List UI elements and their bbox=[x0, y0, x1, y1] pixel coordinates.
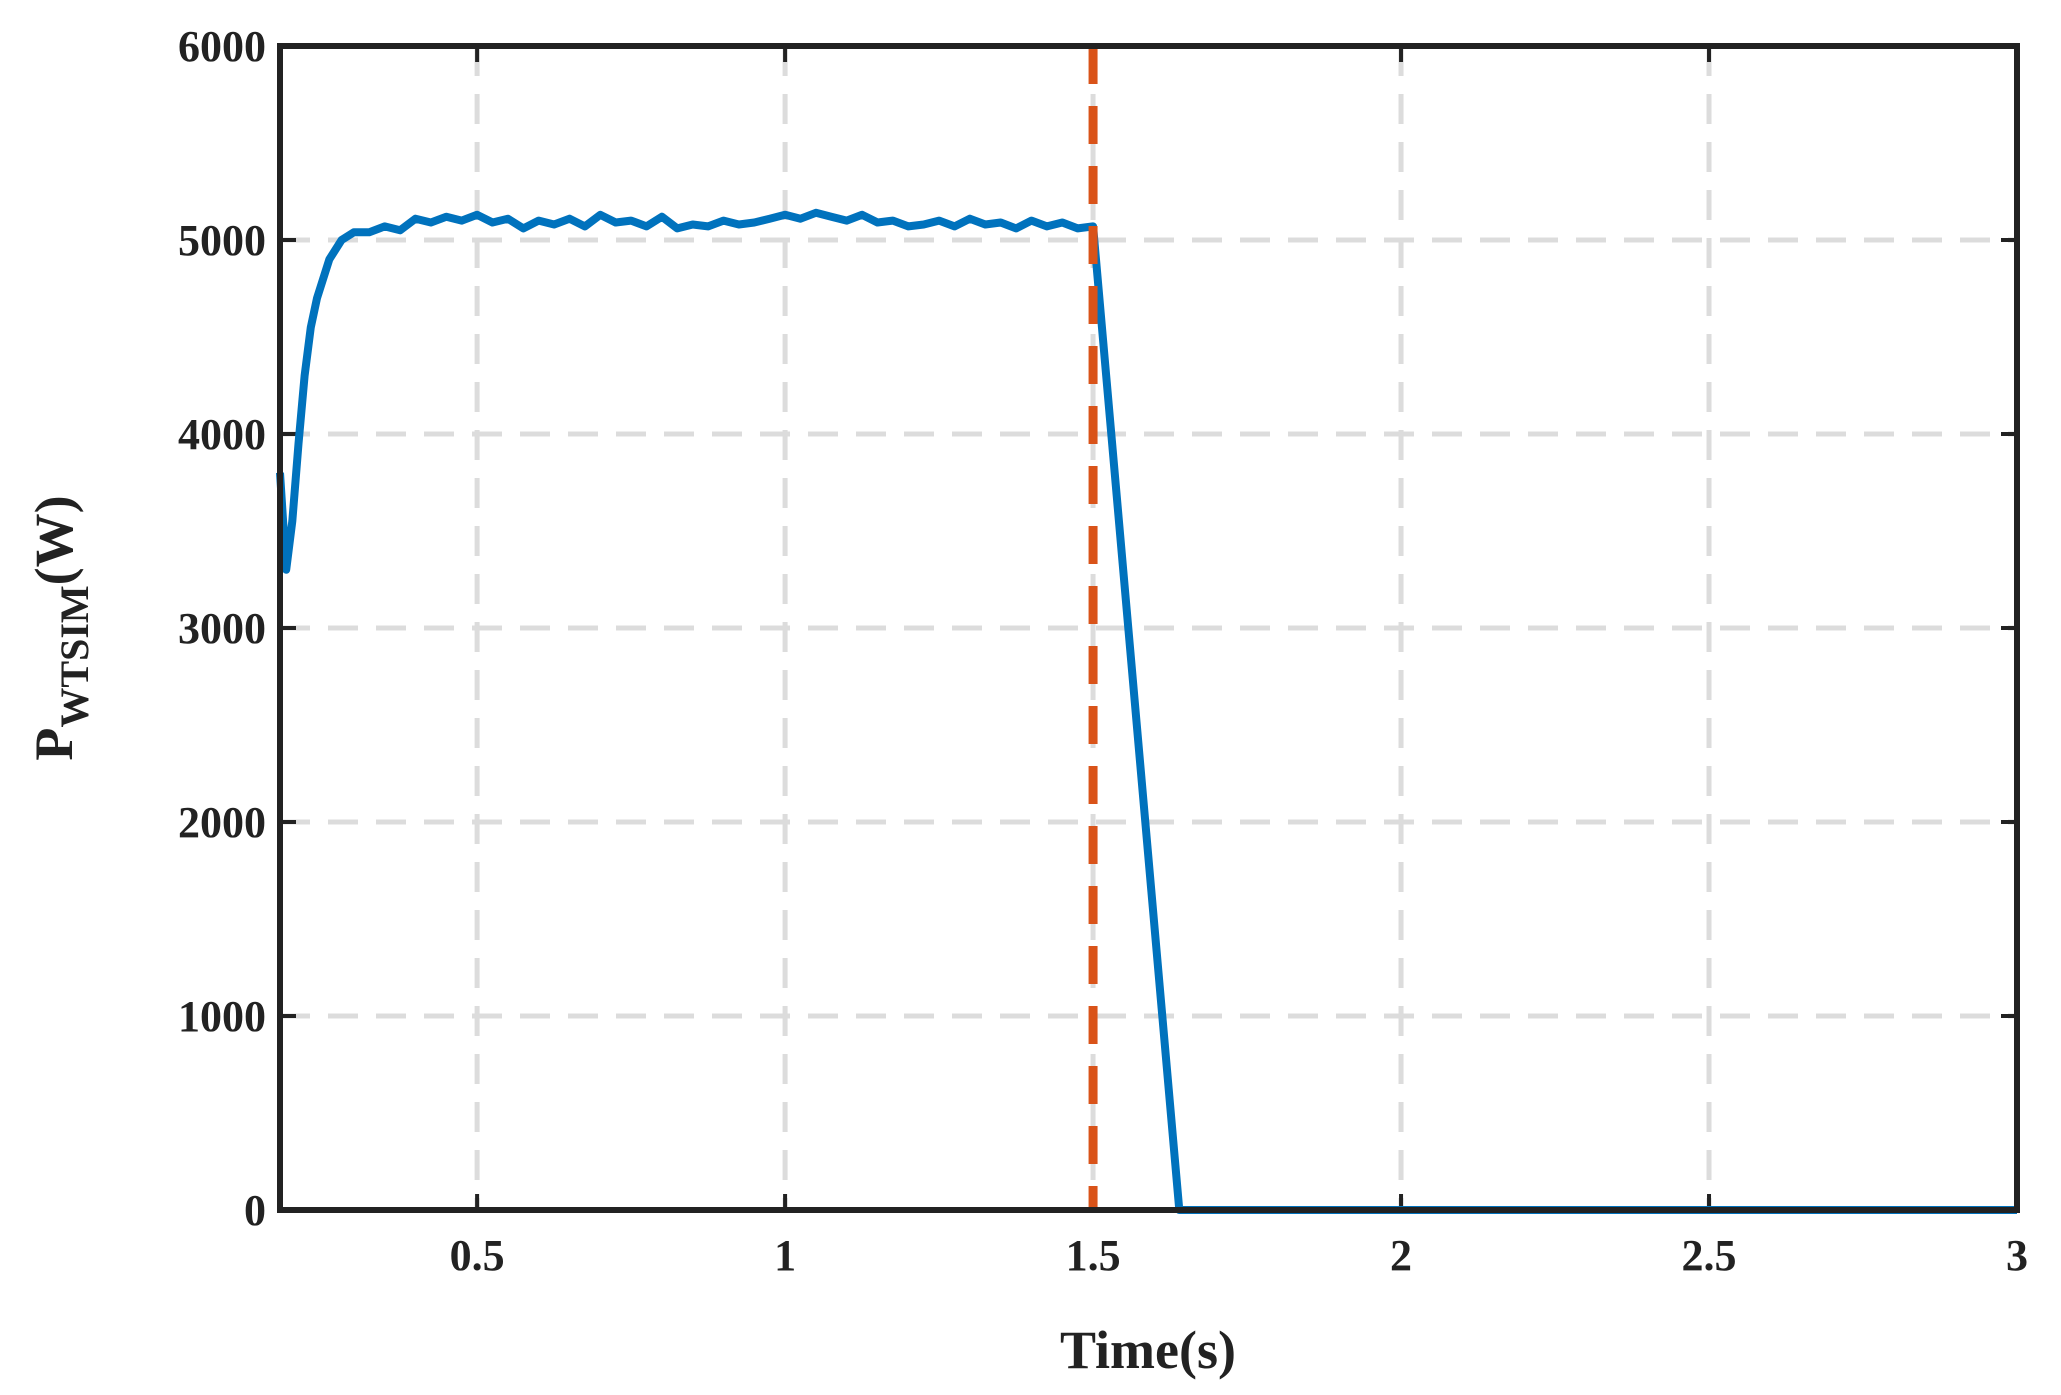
y-tick-label: 0 bbox=[244, 1186, 266, 1235]
x-tick-label: 1.5 bbox=[1066, 1231, 1121, 1280]
y-axis-label: PWTSIM(W) bbox=[24, 495, 97, 760]
y-tick-label: 3000 bbox=[178, 604, 266, 653]
y-tick-label: 4000 bbox=[178, 410, 266, 459]
plot-frame bbox=[277, 43, 2020, 1213]
y-tick-label: 5000 bbox=[178, 216, 266, 265]
y-label-suffix: (W) bbox=[24, 495, 84, 585]
x-tick-label: 2.5 bbox=[1682, 1231, 1737, 1280]
x-tick-label: 3 bbox=[2006, 1231, 2028, 1280]
data-line bbox=[276, 208, 2017, 1214]
y-tick-label: 2000 bbox=[178, 798, 266, 847]
y-tick-label: 1000 bbox=[178, 992, 266, 1041]
x-tick-label: 1 bbox=[774, 1231, 796, 1280]
y-label-main: P bbox=[24, 728, 84, 761]
y-label-subscript: WTSIM bbox=[52, 585, 97, 727]
x-tick-label: 2 bbox=[1390, 1231, 1412, 1280]
x-tick-label: 0.5 bbox=[450, 1231, 505, 1280]
y-tick-label: 6000 bbox=[178, 22, 266, 71]
x-axis-label: Time(s) bbox=[1060, 1320, 1236, 1380]
